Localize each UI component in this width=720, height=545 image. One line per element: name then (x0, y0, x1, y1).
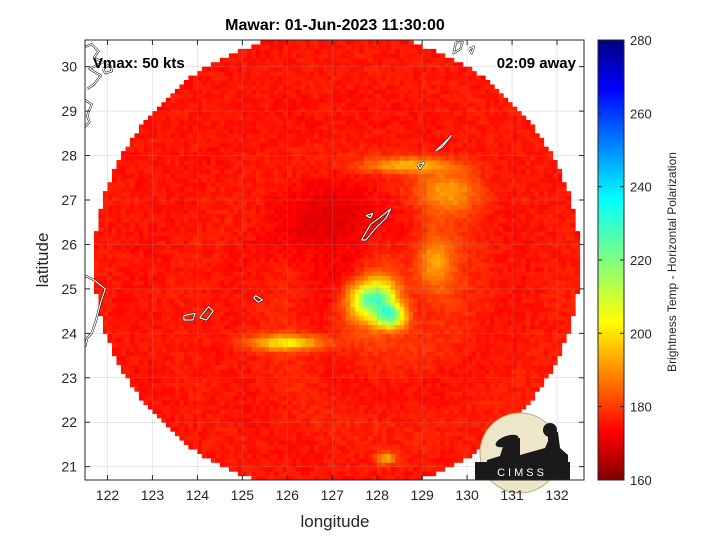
chart-title: Mawar: 01-Jun-2023 11:30:00 (225, 17, 445, 34)
y-axis-label: latitude (33, 233, 52, 288)
colorbar-tick-label: 240 (630, 180, 652, 195)
x-tick-label: 129 (410, 487, 434, 503)
x-tick-label: 127 (321, 487, 345, 503)
y-tick-label: 21 (61, 459, 77, 475)
colorbar-tick-label: 220 (630, 253, 652, 268)
y-tick-label: 30 (61, 59, 77, 75)
colorbar-label: Brightness Temp - Horizontal Polarizatio… (665, 152, 679, 372)
colorbar-tick-label: 180 (630, 400, 652, 415)
colorbar-tick-label: 280 (630, 33, 652, 48)
time-away-annotation: 02:09 away (497, 55, 577, 72)
x-tick-label: 122 (96, 487, 120, 503)
x-axis-label: longitude (300, 512, 369, 531)
y-tick-label: 29 (61, 103, 77, 119)
x-tick-label: 131 (500, 487, 524, 503)
y-tick-label: 23 (61, 370, 77, 386)
y-tick-label: 28 (61, 148, 77, 164)
x-tick-label: 128 (366, 487, 390, 503)
y-tick-label: 27 (61, 192, 77, 208)
x-tick-label: 126 (276, 487, 300, 503)
cimss-logo-text: CIMSS (497, 467, 547, 479)
x-tick-label: 125 (231, 487, 255, 503)
colorbar-tick-label: 200 (630, 326, 652, 341)
y-tick-label: 24 (61, 325, 77, 341)
brightness-temp-swath (94, 40, 580, 481)
y-tick-label: 22 (61, 414, 77, 430)
colorbar-tick-label: 260 (630, 106, 652, 121)
x-tick-label: 124 (186, 487, 210, 503)
x-tick-label: 130 (455, 487, 479, 503)
vmax-annotation: Vmax: 50 kts (93, 55, 185, 72)
y-tick-label: 25 (61, 281, 77, 297)
colorbar-tick-label: 160 (630, 473, 652, 488)
x-tick-label: 132 (545, 487, 569, 503)
x-tick-label: 123 (141, 487, 165, 503)
y-tick-label: 26 (61, 236, 77, 252)
